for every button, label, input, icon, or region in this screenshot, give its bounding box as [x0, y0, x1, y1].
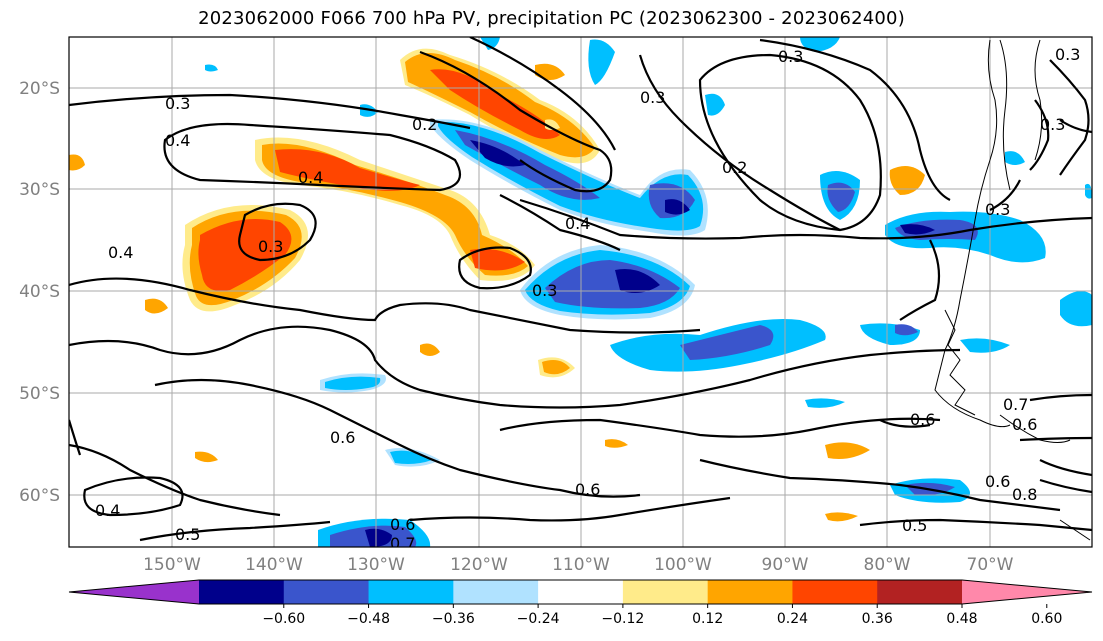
contour-label: 0.6 [910, 410, 935, 429]
lon-label: 130°W [347, 555, 405, 575]
colorbar: −0.60 −0.48 −0.36 −0.24 −0.12 0.12 0.24 0.36 0.4… [68, 579, 1093, 627]
contour-label: 0.3 [778, 47, 803, 66]
colorbar-segment [877, 580, 963, 604]
contour-label: 0.7 [390, 534, 415, 553]
lat-label: 60°S [19, 486, 60, 506]
colorbar-tick-label: 0.48 [946, 611, 977, 627]
pv-contours [69, 37, 1092, 542]
colorbar-segment [453, 580, 539, 604]
map-title: 2023062000 F066 700 hPa PV, precipitatio… [198, 8, 905, 29]
lon-label: 90°W [762, 555, 809, 575]
coastline [934, 39, 1091, 541]
colorbar-segment [283, 580, 370, 604]
colorbar-tick-label: 0.12 [692, 611, 723, 627]
contour-label: 0.3 [1055, 45, 1080, 64]
colorbar-segment [368, 580, 454, 604]
lon-label: 120°W [450, 555, 508, 575]
lat-label: 50°S [19, 384, 60, 404]
contour-label: 0.3 [532, 281, 557, 300]
colorbar-tick-label: −0.24 [517, 611, 560, 627]
contour-label: 0.5 [902, 516, 927, 535]
colorbar-segment [538, 580, 624, 604]
lon-label: 140°W [245, 555, 303, 575]
colorbar-extend-high [962, 580, 1092, 604]
latitude-labels: 20°S 30°S 40°S 50°S 60°S [19, 79, 60, 506]
contour-label: 0.2 [722, 158, 747, 177]
contour-label: 0.3 [258, 237, 283, 256]
lon-label: 80°W [864, 555, 911, 575]
colorbar-extend-low [69, 580, 199, 604]
colorbar-tick-label: 0.36 [862, 611, 893, 627]
contour-label: 0.4 [565, 214, 590, 233]
contour-label: 0.6 [390, 515, 415, 534]
lat-label: 20°S [19, 79, 60, 99]
contour-label: 0.3 [165, 94, 190, 113]
colorbar-tick-label: 0.60 [1031, 611, 1062, 627]
contour-label: 0.4 [165, 131, 190, 150]
contour-label: 0.5 [175, 525, 200, 544]
contour-label: 0.4 [95, 501, 120, 520]
longitude-labels: 150°W 140°W 130°W 120°W 110°W 100°W 90°W… [143, 555, 1014, 575]
contour-label: 0.6 [330, 428, 355, 447]
colorbar-tick-label: −0.36 [432, 611, 475, 627]
colorbar-tick-label: 0.24 [777, 611, 808, 627]
lat-label: 40°S [19, 282, 60, 302]
contour-label: 0.7 [1003, 395, 1028, 414]
contour-label: 0.3 [640, 88, 665, 107]
contour-label: 0.4 [108, 243, 133, 262]
colorbar-segment [707, 580, 793, 604]
contour-label: 0.4 [298, 168, 323, 187]
colorbar-tick-label: −0.60 [262, 611, 305, 627]
plot-frame [68, 36, 1093, 548]
contour-label: 0.6 [1012, 415, 1037, 434]
contour-label: 0.3 [985, 200, 1010, 219]
lat-label: 30°S [19, 180, 60, 200]
colorbar-segment [622, 580, 709, 604]
colorbar-segment [199, 580, 285, 604]
lon-label: 110°W [552, 555, 610, 575]
contour-label: 0.6 [575, 480, 600, 499]
contour-label: 0.8 [1012, 485, 1037, 504]
contour-labels: 0.3 0.4 0.2 0.4 0.3 0.4 0.3 0.3 0.2 0.3 … [95, 45, 1080, 553]
contour-label: 0.3 [1040, 115, 1065, 134]
lon-label: 70°W [967, 555, 1014, 575]
colorbar-segment [792, 580, 878, 604]
colorbar-outline [68, 579, 1093, 605]
colorbar-tick-label: −0.48 [347, 611, 390, 627]
lon-label: 100°W [654, 555, 712, 575]
contour-label: 0.2 [412, 115, 437, 134]
contour-label: 0.6 [985, 472, 1010, 491]
lon-label: 150°W [143, 555, 201, 575]
colorbar-tick-label: −0.12 [601, 611, 644, 627]
